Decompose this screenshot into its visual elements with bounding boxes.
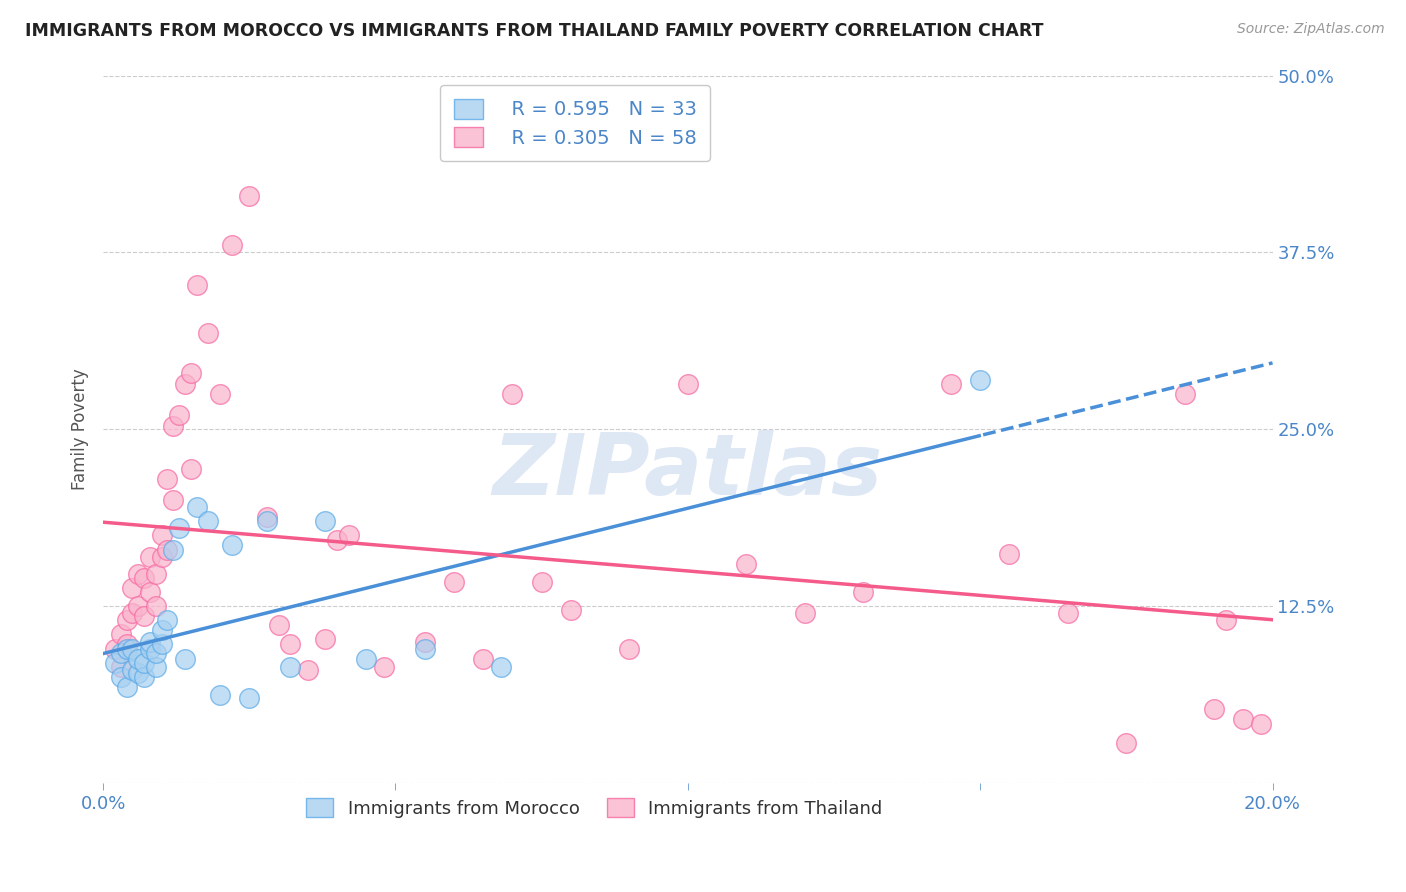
Point (1250, 716, 1272, 731)
Point (1202, 702, 1225, 716)
Point (167, 521, 190, 535)
Point (530, 575, 553, 590)
Point (278, 660, 301, 674)
Point (209, 689, 232, 703)
Point (413, 634, 436, 648)
Point (197, 326, 219, 340)
Point (939, 376, 962, 391)
Point (145, 599, 167, 614)
Point (1115, 736, 1137, 750)
Point (256, 514, 278, 528)
Point (174, 376, 197, 391)
Point (132, 670, 155, 684)
Point (121, 663, 143, 677)
Legend: Immigrants from Morocco, Immigrants from Thailand: Immigrants from Morocco, Immigrants from… (299, 791, 890, 825)
Point (132, 571, 155, 585)
Point (238, 189, 260, 203)
Point (132, 656, 155, 670)
Point (145, 646, 167, 660)
Point (150, 624, 173, 638)
Point (501, 387, 523, 401)
Point (560, 603, 582, 617)
Point (115, 641, 138, 656)
Point (162, 419, 184, 434)
Point (150, 528, 173, 542)
Point (326, 533, 349, 547)
Point (793, 606, 815, 620)
Point (162, 493, 184, 508)
Point (413, 641, 436, 656)
Point (156, 472, 179, 486)
Point (1057, 606, 1080, 620)
Point (115, 680, 138, 694)
Point (145, 660, 167, 674)
Point (676, 376, 699, 391)
Point (297, 663, 319, 677)
Point (969, 373, 991, 387)
Point (145, 566, 167, 581)
Point (132, 609, 155, 624)
Point (110, 670, 132, 684)
Point (998, 547, 1021, 561)
Point (156, 542, 179, 557)
Point (489, 660, 512, 674)
Point (104, 656, 127, 670)
Point (186, 277, 208, 292)
Point (186, 500, 208, 515)
Point (167, 408, 190, 422)
Point (162, 542, 184, 557)
Point (197, 514, 219, 528)
Point (221, 538, 243, 552)
Point (1215, 613, 1237, 627)
Point (127, 566, 149, 581)
Text: ZIPatlas: ZIPatlas (492, 430, 883, 513)
Point (221, 238, 243, 252)
Point (139, 549, 162, 564)
Point (110, 660, 132, 674)
Point (110, 627, 132, 641)
Point (127, 665, 149, 680)
Point (139, 634, 162, 648)
Point (314, 514, 336, 528)
Point (139, 585, 162, 599)
Point (121, 581, 143, 595)
Point (1174, 387, 1197, 401)
Point (354, 651, 377, 665)
Point (472, 651, 495, 665)
Text: Source: ZipAtlas.com: Source: ZipAtlas.com (1237, 22, 1385, 37)
Point (256, 510, 278, 524)
Point (373, 660, 395, 674)
Point (127, 651, 149, 665)
Point (314, 632, 336, 646)
Point (443, 575, 465, 590)
Point (121, 641, 143, 656)
Point (278, 637, 301, 651)
Point (180, 366, 202, 380)
Point (267, 617, 290, 632)
Point (104, 641, 127, 656)
Point (156, 613, 179, 627)
Text: IMMIGRANTS FROM MOROCCO VS IMMIGRANTS FROM THAILAND FAMILY POVERTY CORRELATION C: IMMIGRANTS FROM MOROCCO VS IMMIGRANTS FR… (25, 22, 1043, 40)
Point (852, 585, 875, 599)
Point (337, 528, 360, 542)
Point (619, 641, 641, 656)
Point (180, 462, 202, 476)
Point (238, 691, 260, 706)
Point (139, 641, 162, 656)
Point (174, 651, 197, 665)
Point (121, 606, 143, 620)
Point (150, 637, 173, 651)
Point (150, 549, 173, 564)
Point (115, 637, 138, 651)
Point (209, 387, 232, 401)
Point (127, 599, 149, 614)
Y-axis label: Family Poverty: Family Poverty (72, 368, 89, 491)
Point (735, 557, 758, 571)
Point (110, 646, 132, 660)
Point (115, 613, 138, 627)
Point (1232, 712, 1254, 726)
